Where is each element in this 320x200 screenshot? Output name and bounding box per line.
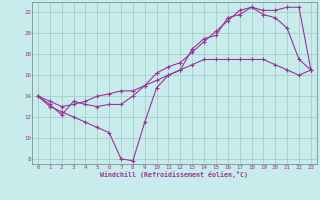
X-axis label: Windchill (Refroidissement éolien,°C): Windchill (Refroidissement éolien,°C) bbox=[100, 171, 248, 178]
